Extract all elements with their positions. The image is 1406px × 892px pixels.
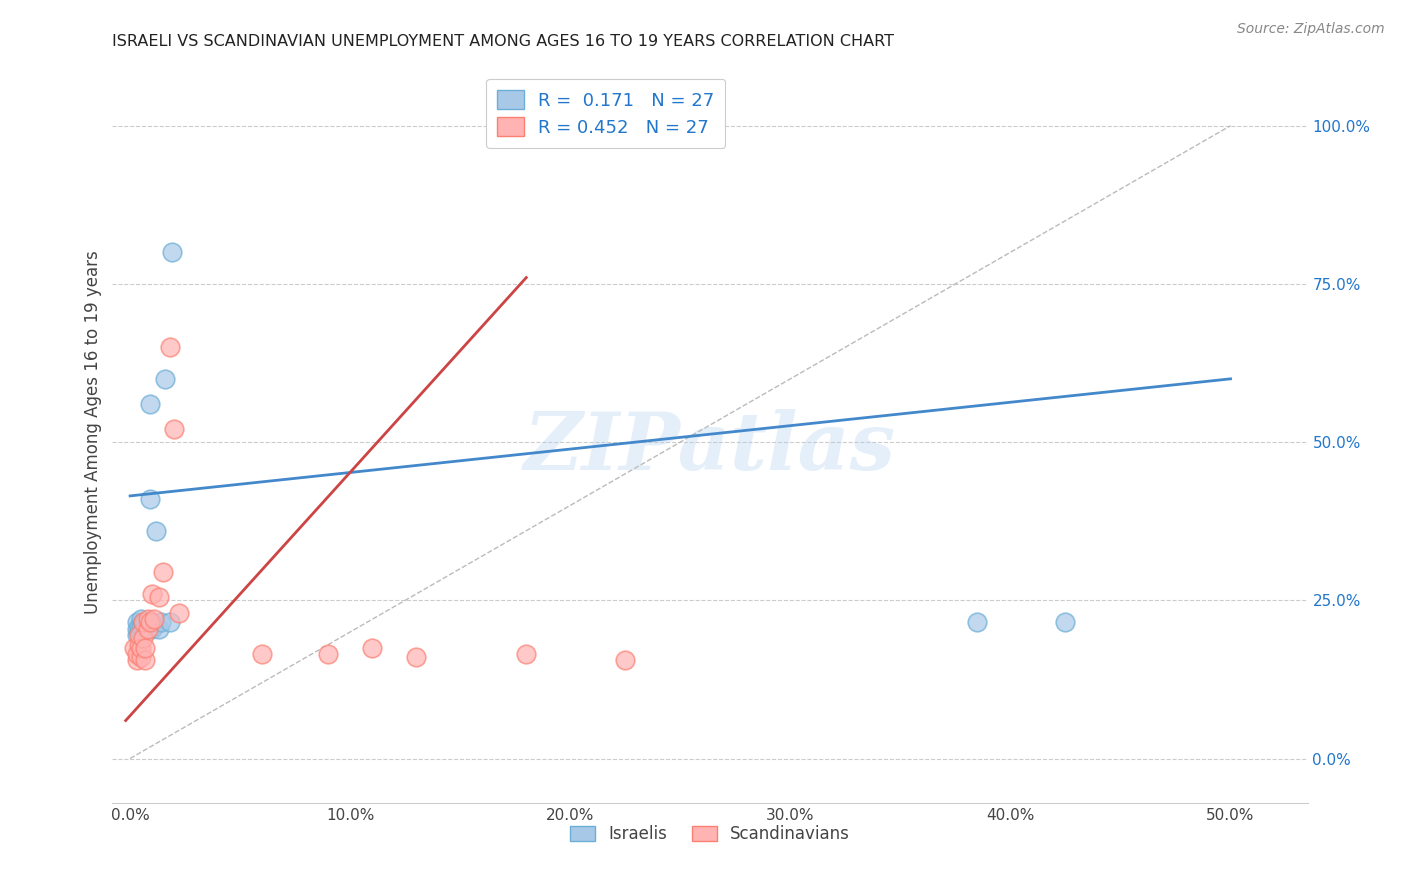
Israelis — [966, 615, 988, 630]
Israelis — [1054, 615, 1077, 630]
Israelis — [143, 618, 166, 632]
Israelis — [129, 624, 152, 639]
Scandinavians — [132, 615, 155, 630]
Scandinavians — [134, 640, 156, 655]
Israelis — [145, 524, 167, 538]
Israelis — [141, 615, 163, 630]
Scandinavians — [148, 590, 170, 604]
Israelis — [129, 618, 152, 632]
Israelis — [128, 618, 150, 632]
Scandinavians — [134, 653, 156, 667]
Israelis — [132, 615, 155, 630]
Scandinavians — [128, 638, 150, 652]
Scandinavians — [316, 647, 339, 661]
Israelis — [132, 622, 155, 636]
Israelis — [159, 615, 181, 630]
Israelis — [141, 622, 163, 636]
Scandinavians — [125, 653, 148, 667]
Scandinavians — [163, 422, 186, 436]
Israelis — [139, 397, 162, 411]
Scandinavians — [515, 647, 537, 661]
Scandinavians — [405, 650, 427, 665]
Israelis — [125, 628, 148, 642]
Text: ZIPatlas: ZIPatlas — [524, 409, 896, 486]
Israelis — [134, 622, 156, 636]
Israelis — [148, 622, 170, 636]
Text: ISRAELI VS SCANDINAVIAN UNEMPLOYMENT AMONG AGES 16 TO 19 YEARS CORRELATION CHART: ISRAELI VS SCANDINAVIAN UNEMPLOYMENT AMO… — [112, 34, 894, 49]
Scandinavians — [124, 640, 146, 655]
Scandinavians — [129, 650, 152, 665]
Israelis — [134, 615, 156, 630]
Israelis — [155, 372, 177, 386]
Scandinavians — [136, 622, 159, 636]
Scandinavians — [128, 628, 150, 642]
Israelis — [129, 612, 152, 626]
Israelis — [125, 615, 148, 630]
Text: Source: ZipAtlas.com: Source: ZipAtlas.com — [1237, 22, 1385, 37]
Israelis — [139, 491, 162, 506]
Scandinavians — [614, 653, 637, 667]
Scandinavians — [152, 565, 174, 579]
Scandinavians — [136, 612, 159, 626]
Scandinavians — [250, 647, 273, 661]
Israelis — [136, 622, 159, 636]
Legend: Israelis, Scandinavians: Israelis, Scandinavians — [564, 819, 856, 850]
Scandinavians — [141, 587, 163, 601]
Scandinavians — [132, 632, 155, 646]
Scandinavians — [139, 615, 162, 630]
Israelis — [128, 624, 150, 639]
Scandinavians — [361, 640, 384, 655]
Scandinavians — [129, 640, 152, 655]
Israelis — [125, 622, 148, 636]
Israelis — [160, 245, 183, 260]
Israelis — [149, 615, 172, 630]
Y-axis label: Unemployment Among Ages 16 to 19 years: Unemployment Among Ages 16 to 19 years — [84, 251, 103, 615]
Scandinavians — [167, 606, 190, 620]
Scandinavians — [143, 612, 166, 626]
Scandinavians — [159, 340, 181, 354]
Israelis — [136, 615, 159, 630]
Scandinavians — [125, 647, 148, 661]
